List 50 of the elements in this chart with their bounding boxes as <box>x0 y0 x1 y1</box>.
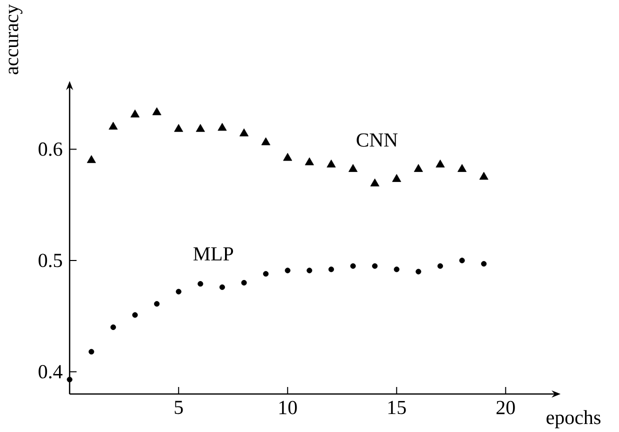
point <box>219 284 226 290</box>
point <box>154 301 160 307</box>
point <box>326 160 336 168</box>
point <box>459 258 465 264</box>
point <box>306 268 312 274</box>
point <box>88 348 94 355</box>
point <box>196 124 205 132</box>
point <box>241 280 247 286</box>
x-tick-label: 5 <box>174 400 183 414</box>
point <box>416 268 422 274</box>
x-axis-title: epochs <box>546 410 600 428</box>
point <box>108 122 118 130</box>
point <box>284 268 290 274</box>
point <box>130 110 140 118</box>
point <box>66 376 72 382</box>
y-tick-label: 0.6 <box>38 142 62 156</box>
point <box>198 281 204 287</box>
point <box>394 266 400 272</box>
x-tick-label: 10 <box>279 400 297 414</box>
point <box>176 288 182 294</box>
point <box>414 164 423 172</box>
point <box>348 164 358 172</box>
point <box>174 124 184 132</box>
point <box>350 263 356 269</box>
x-tick-label: 15 <box>388 400 406 414</box>
x-tick-label: 20 <box>496 400 515 414</box>
point <box>304 157 314 166</box>
y-tick-label: 0.4 <box>38 364 62 379</box>
point <box>132 312 138 318</box>
series-label: CNN <box>356 133 398 147</box>
point <box>479 172 488 180</box>
point <box>436 160 445 168</box>
point <box>481 261 487 267</box>
point <box>283 152 292 161</box>
point <box>328 266 334 272</box>
point <box>110 324 116 330</box>
point <box>218 122 227 131</box>
point <box>86 155 96 164</box>
point <box>152 107 162 116</box>
y-axis-title: accuracy <box>8 4 22 74</box>
point <box>437 263 444 269</box>
point <box>458 164 467 172</box>
point <box>370 178 380 186</box>
point <box>240 128 249 136</box>
point <box>372 263 378 269</box>
point <box>263 271 269 277</box>
point <box>392 174 402 182</box>
series-label: MLP <box>193 247 234 260</box>
point <box>261 137 270 146</box>
y-tick-label: 0.5 <box>38 254 62 268</box>
